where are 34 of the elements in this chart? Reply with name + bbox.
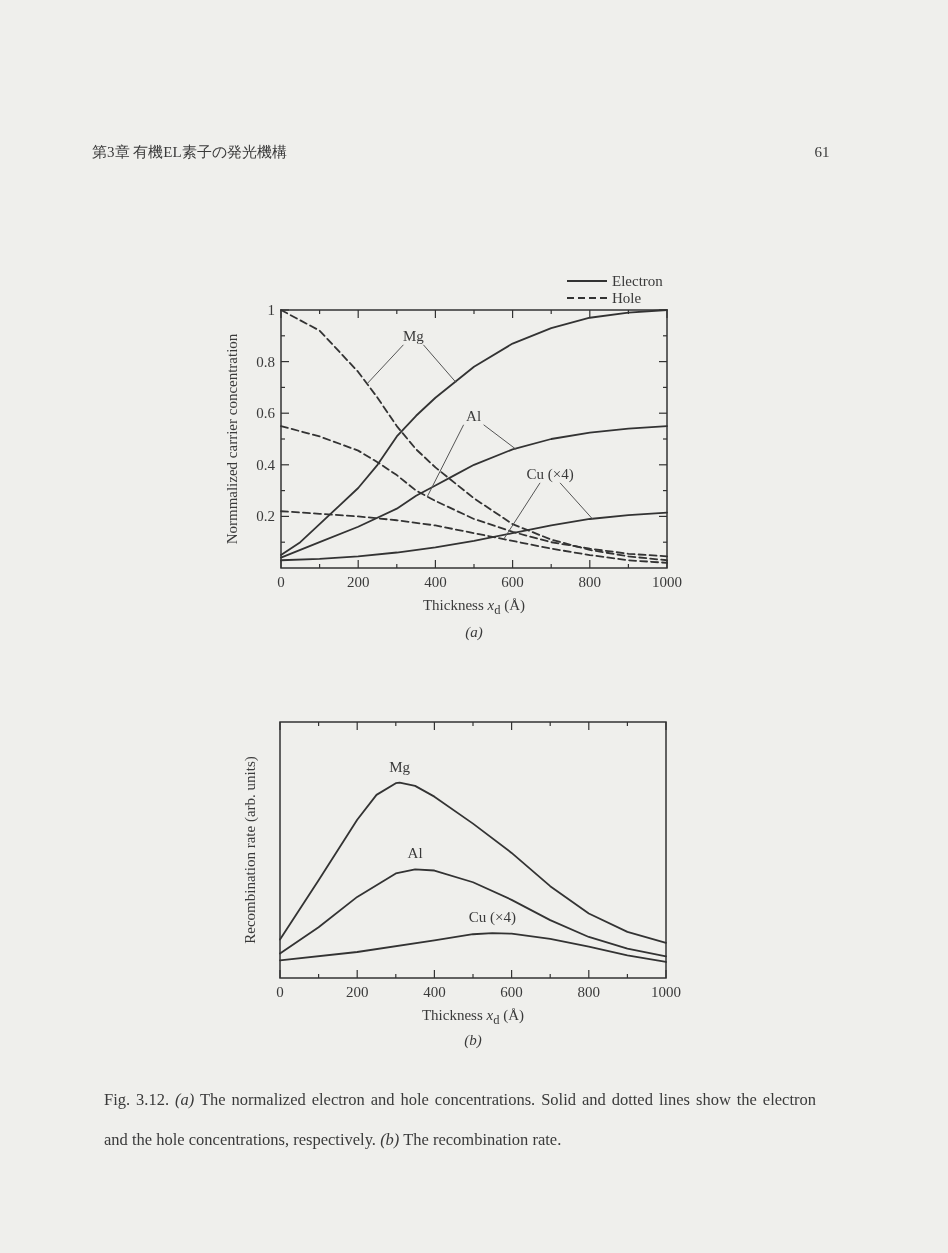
y-axis-title: Normmalized carrier concentration (223, 333, 240, 545)
text: (b) (464, 1031, 482, 1048)
text: Mg (389, 758, 411, 775)
x-tick-label: 400 (424, 574, 447, 590)
x-tick-label: 800 (577, 984, 601, 1000)
legend-label: Hole (612, 289, 642, 306)
x-tick-label: 400 (423, 984, 446, 1000)
annotation: Al (407, 844, 423, 861)
y-axis-title: Recombination rate (arb. units) (241, 756, 258, 944)
y-tick-label: 0.4 (256, 456, 275, 473)
annotation: Cu (×4) (468, 908, 516, 925)
chart-title: 第3章 有機EL素子の発光機構 (92, 143, 287, 160)
x-tick-label: 1000 (652, 574, 682, 590)
y-tick-label: 0.2 (256, 507, 275, 524)
x-tick-label: 200 (346, 574, 370, 590)
x-tick-label: 600 (500, 984, 523, 1000)
y-tick-label: 0.6 (256, 404, 275, 421)
text: 61 (814, 143, 830, 160)
x-tick-label: 200 (345, 984, 369, 1000)
text: Fig. 3.12. (a) The normalized electron and hole concentrations. Solid and dotted lines show the electron and the hole concentrations, respectively. (b) The recombination rate. (104, 1090, 816, 1149)
x-axis-title: Thickness x$_{d}$ (Å) (422, 597, 526, 617)
x-tick-label: 1000 (651, 984, 681, 1000)
annotation: Al (466, 407, 482, 424)
annotation: Mg (402, 327, 424, 344)
x-tick-label: 0 (276, 984, 284, 1000)
x-axis-title: Thickness x$_{d}$ (Å) (421, 1007, 525, 1027)
legend-label: Electron (612, 272, 663, 289)
x-tick-label: 800 (578, 574, 602, 590)
text: (a) (465, 623, 483, 640)
y-tick-label: 1 (267, 301, 275, 318)
annotation: Cu (×4) (526, 465, 574, 482)
y-tick-label: 0.8 (256, 353, 275, 370)
x-tick-label: 0 (277, 574, 285, 590)
x-tick-label: 600 (501, 574, 524, 590)
